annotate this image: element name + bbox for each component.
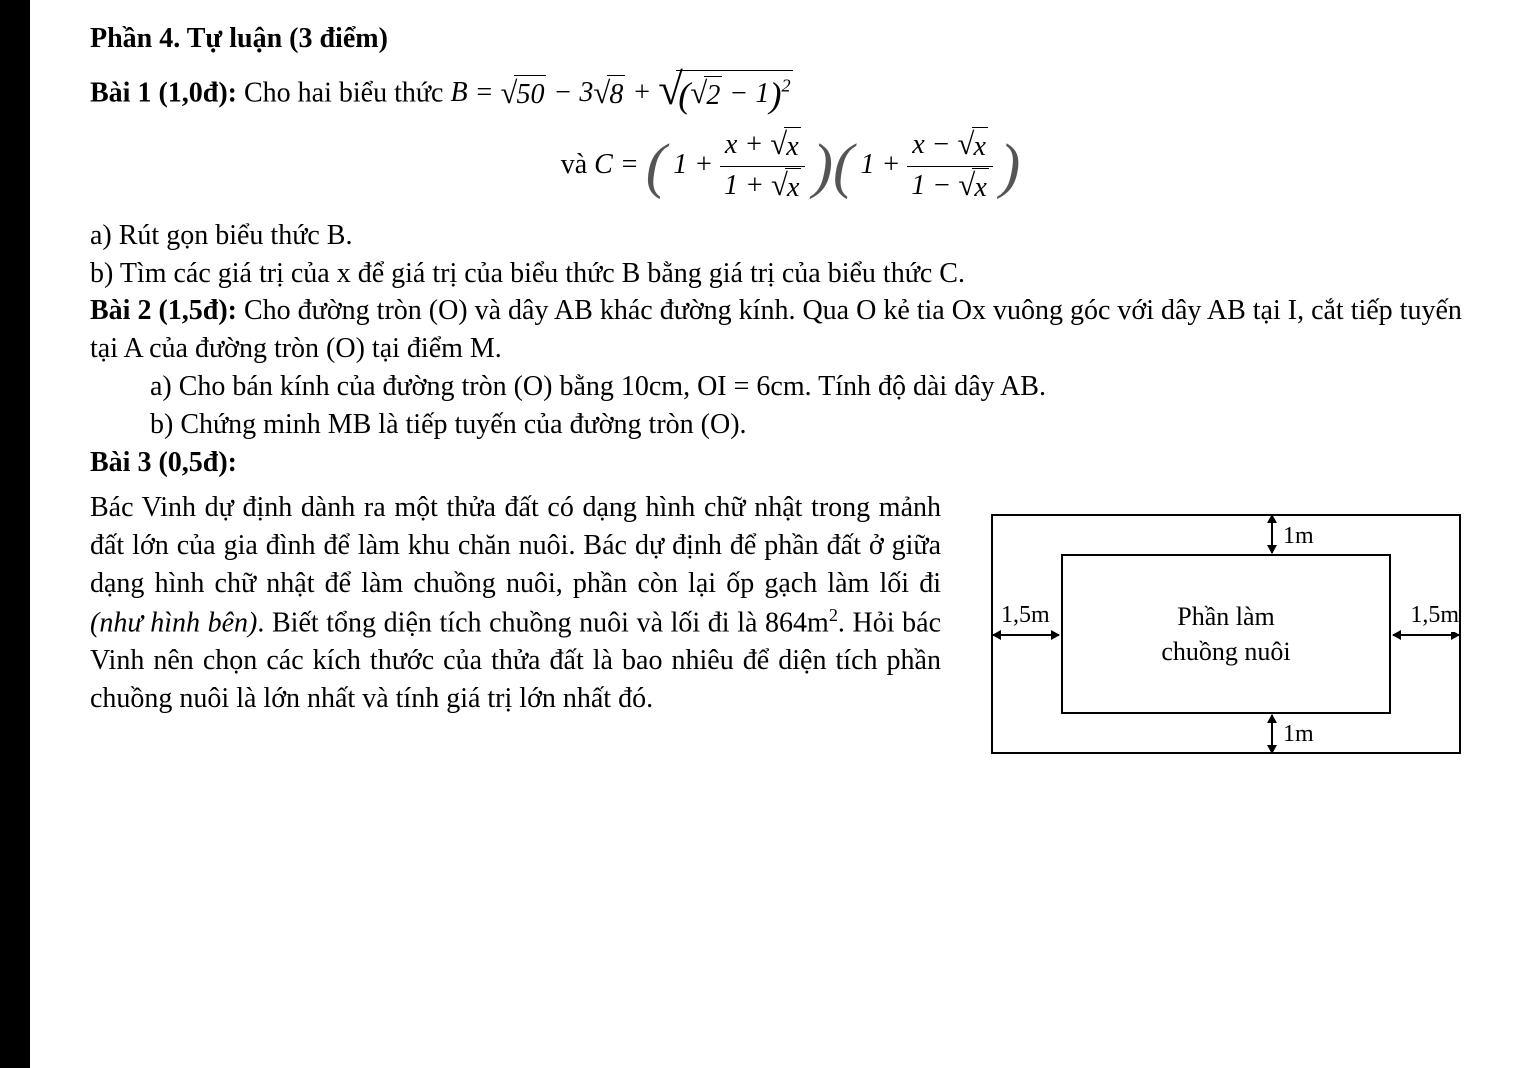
bai1-b: b) Tìm các giá trị của x để giá trị của …: [90, 255, 1491, 293]
inner-label-l1: Phần làm: [1177, 602, 1275, 631]
bai2-b: b) Chứng minh MB là tiếp tuyến của đường…: [90, 406, 1491, 444]
bai2-a: a) Cho bán kính của đường tròn (O) bằng …: [90, 368, 1491, 406]
expr-C: C = ( 1 + x + x 1 + x )( 1 + x − x 1 − x…: [594, 149, 1020, 180]
inner-rect: Phần làm chuồng nuôi: [1061, 554, 1391, 714]
one-plus-a: 1 +: [673, 149, 713, 180]
B-lhs: B =: [450, 77, 493, 108]
label-right: 1,5m: [1410, 599, 1459, 631]
bai2-heading: Bài 2 (1,5đ):: [90, 295, 237, 326]
arrow-bottom: [1271, 715, 1273, 753]
label-top: 1m: [1283, 520, 1314, 552]
label-bottom: 1m: [1283, 718, 1314, 750]
inner-label-l2: chuồng nuôi: [1161, 637, 1290, 666]
outer-sqrt: (2 − 1)2: [658, 70, 792, 120]
diagram: Phần làm chuồng nuôi 1m 1m 1,5m 1,5m: [971, 504, 1471, 764]
arrow-left: [993, 634, 1059, 636]
sqrt50: 50: [500, 75, 546, 114]
bai3-sup: 2: [829, 605, 838, 625]
bai3-t1: Bác Vinh dự định dành ra một thửa đất có…: [90, 492, 941, 599]
rparen2: ): [1000, 136, 1021, 198]
plus: +: [632, 77, 658, 108]
bai3-italic: (như hình bên): [90, 607, 257, 638]
inner-sqrt2: 2: [690, 76, 722, 115]
one-plus-b: 1 +: [861, 149, 901, 180]
rparen1: ): [812, 136, 833, 198]
bai1-C-line: và C = ( 1 + x + x 1 + x )( 1 + x − x 1 …: [90, 126, 1491, 207]
bai3-heading: Bài 3 (0,5đ):: [90, 444, 1491, 482]
bai3-t2: . Biết tổng diện tích chuồng nuôi và lối…: [257, 607, 828, 638]
bai1-a: a) Rút gọn biểu thức B.: [90, 217, 1491, 255]
bai3-text: Bác Vinh dự định dành ra một thửa đất có…: [90, 489, 941, 717]
minus3: − 3: [553, 77, 593, 108]
sqrt8: 8: [593, 75, 625, 114]
left-margin-bar: [0, 0, 30, 1068]
lparen1: (: [646, 136, 667, 198]
exp2: 2: [781, 75, 790, 95]
arrow-top: [1271, 515, 1273, 553]
C-lhs: C =: [594, 149, 639, 180]
bai2-text: Cho đường tròn (O) và dây AB khác đường …: [90, 295, 1462, 364]
bai1-line1: Bài 1 (1,0đ): Cho hai biểu thức B = 50 −…: [90, 70, 1491, 120]
bai3-figure: Phần làm chuồng nuôi 1m 1m 1,5m 1,5m: [971, 489, 1491, 764]
label-left: 1,5m: [1001, 599, 1050, 631]
arrow-right: [1393, 634, 1459, 636]
lparen2: (: [833, 136, 854, 198]
bai2-block: Bài 2 (1,5đ): Cho đường tròn (O) và dây …: [90, 292, 1491, 368]
expr-B: B = 50 − 38 + (2 − 1)2: [450, 77, 792, 108]
bai3-row: Bác Vinh dự định dành ra một thửa đất có…: [90, 489, 1491, 764]
frac2: x − x 1 − x: [907, 126, 992, 207]
va: và: [561, 149, 594, 180]
minus1: − 1: [722, 78, 769, 109]
section-title: Phần 4. Tự luận (3 điểm): [90, 20, 1491, 58]
frac1: x + x 1 + x: [720, 126, 805, 207]
bai1-intro: Cho hai biểu thức: [244, 77, 450, 108]
bai1-heading: Bài 1 (1,0đ):: [90, 77, 237, 108]
